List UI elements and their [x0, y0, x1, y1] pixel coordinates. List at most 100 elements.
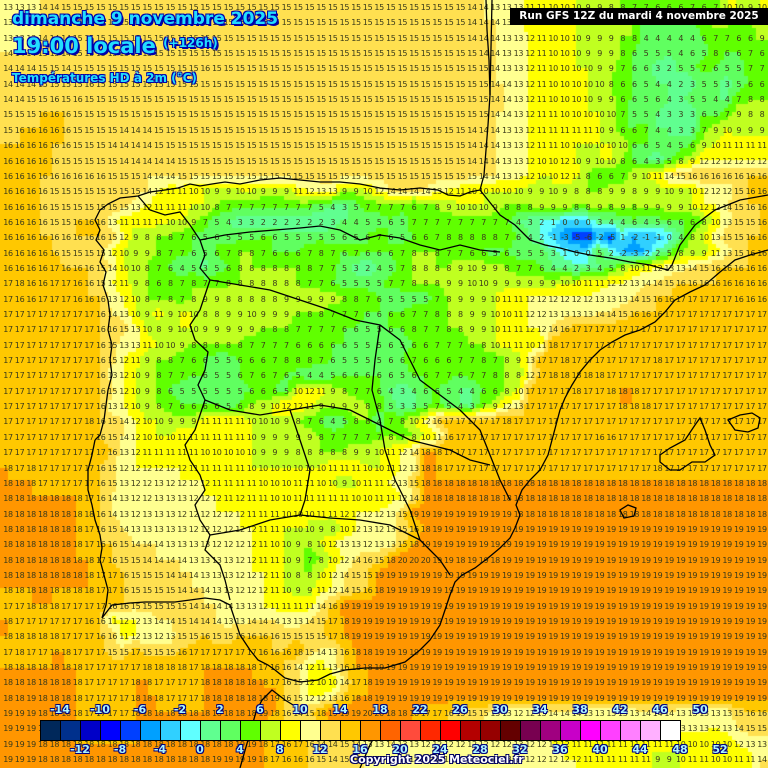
grid-temperature-value: 18 [478, 494, 489, 504]
grid-temperature-value: 18 [38, 540, 48, 550]
grid-temperature-value: 7 [399, 263, 405, 273]
grid-temperature-value: 12 [525, 371, 535, 381]
grid-temperature-value: 19 [594, 632, 605, 642]
grid-temperature-value: 12 [119, 233, 129, 243]
grid-temperature-value: 6 [631, 95, 637, 105]
grid-temperature-value: 16 [177, 647, 187, 657]
grid-temperature-value: 19 [455, 540, 466, 550]
legend-label-top: 38 [572, 703, 588, 716]
grid-temperature-value: 19 [455, 509, 466, 519]
grid-temperature-value: 16 [14, 263, 25, 273]
grid-temperature-value: 5 [655, 49, 660, 59]
grid-temperature-value: 18 [420, 524, 431, 534]
grid-temperature-value: 6 [631, 141, 637, 151]
grid-temperature-value: 15 [130, 49, 141, 59]
grid-temperature-value: 13 [200, 570, 210, 580]
grid-temperature-value: 16 [641, 310, 651, 319]
grid-temperature-value: 16 [107, 448, 118, 458]
grid-temperature-value: 17 [467, 463, 477, 473]
grid-temperature-value: 18 [14, 494, 25, 504]
grid-temperature-value: 15 [328, 3, 338, 12]
grid-temperature-value: 12 [525, 110, 535, 120]
grid-temperature-value: 15 [258, 49, 268, 59]
grid-temperature-value: 15 [362, 110, 373, 120]
grid-temperature-value: 11 [246, 509, 257, 519]
grid-temperature-value: 15 [444, 95, 454, 105]
grid-temperature-value: 13 [14, 33, 25, 43]
grid-temperature-value: 16 [38, 217, 48, 227]
grid-temperature-value: 11 [177, 187, 187, 197]
grid-temperature-value: 8 [341, 448, 347, 458]
grid-temperature-value: 7 [376, 233, 382, 243]
grid-temperature-value: 15 [212, 125, 222, 135]
grid-temperature-value: 13 [548, 310, 558, 319]
grid-temperature-value: 17 [699, 386, 709, 396]
grid-temperature-value: 9 [214, 294, 220, 304]
grid-temperature-value: 9 [689, 156, 695, 166]
grid-temperature-value: 17 [652, 386, 663, 396]
grid-temperature-value: 17 [618, 463, 628, 473]
grid-temperature-value: 13 [328, 647, 338, 657]
grid-temperature-value: 13 [154, 509, 164, 519]
grid-temperature-value: 7 [307, 325, 312, 335]
grid-temperature-value: 13 [502, 64, 512, 74]
grid-temperature-value: 19 [618, 540, 628, 550]
grid-temperature-value: 15 [142, 110, 152, 120]
grid-temperature-value: 19 [467, 601, 477, 611]
grid-temperature-value: 15 [455, 79, 466, 89]
legend-swatch [621, 721, 641, 740]
grid-temperature-value: 11 [246, 478, 257, 488]
grid-temperature-value: 19 [467, 509, 477, 519]
grid-temperature-value: 18 [26, 494, 36, 504]
grid-temperature-value: 17 [757, 417, 767, 427]
grid-temperature-value: 15 [362, 18, 373, 28]
grid-temperature-value: 7 [388, 417, 394, 427]
grid-temperature-value: 18 [652, 478, 663, 488]
grid-temperature-value: 13 [560, 310, 570, 319]
grid-temperature-value: 13 [223, 586, 234, 596]
grid-temperature-value: 11 [188, 463, 199, 473]
grid-temperature-value: 11 [351, 463, 361, 473]
grid-temperature-value: 18 [664, 509, 674, 519]
grid-temperature-value: 8 [341, 386, 347, 396]
grid-temperature-value: 10 [200, 448, 210, 458]
grid-temperature-value: 10 [490, 187, 500, 197]
grid-temperature-value: 19 [757, 570, 767, 580]
grid-temperature-value: 15 [212, 171, 222, 181]
legend-label-top: 2 [216, 703, 224, 716]
grid-temperature-value: 16 [38, 110, 48, 120]
grid-temperature-value: 15 [618, 310, 628, 319]
grid-temperature-value: 8 [167, 356, 173, 366]
grid-temperature-value: 5 [423, 294, 428, 304]
grid-temperature-value: 10 [618, 141, 628, 151]
grid-temperature-value: 6 [388, 310, 394, 319]
grid-temperature-value: 19 [455, 647, 466, 657]
grid-temperature-value: 17 [72, 417, 83, 427]
grid-temperature-value: 9 [457, 263, 463, 273]
grid-temperature-value: 15 [188, 18, 199, 28]
grid-temperature-value: 18 [606, 386, 616, 396]
grid-temperature-value: 17 [734, 402, 744, 412]
grid-temperature-value: 3 [411, 402, 417, 412]
grid-temperature-value: 4 [376, 417, 382, 427]
grid-temperature-value: 15 [281, 95, 292, 105]
grid-temperature-value: 16 [699, 279, 709, 289]
grid-temperature-value: 6 [399, 325, 405, 335]
grid-temperature-value: 19 [641, 632, 651, 642]
grid-temperature-value: 7 [318, 279, 324, 289]
grid-temperature-value: 15 [351, 64, 361, 74]
grid-temperature-value: 19 [583, 555, 593, 565]
grid-temperature-value: 8 [504, 386, 510, 396]
grid-temperature-value: 17 [710, 417, 721, 427]
grid-temperature-value: 17 [72, 325, 83, 335]
grid-temperature-value: 11 [560, 125, 570, 135]
grid-temperature-value: 14 [61, 49, 71, 59]
grid-temperature-value: 7 [179, 371, 185, 381]
grid-temperature-value: 17 [618, 432, 628, 442]
grid-temperature-value: 15 [293, 18, 303, 28]
grid-temperature-value: 19 [734, 524, 744, 534]
grid-temperature-value: 19 [571, 617, 582, 626]
grid-temperature-value: 15 [374, 141, 384, 151]
grid-temperature-value: 15 [188, 156, 199, 166]
